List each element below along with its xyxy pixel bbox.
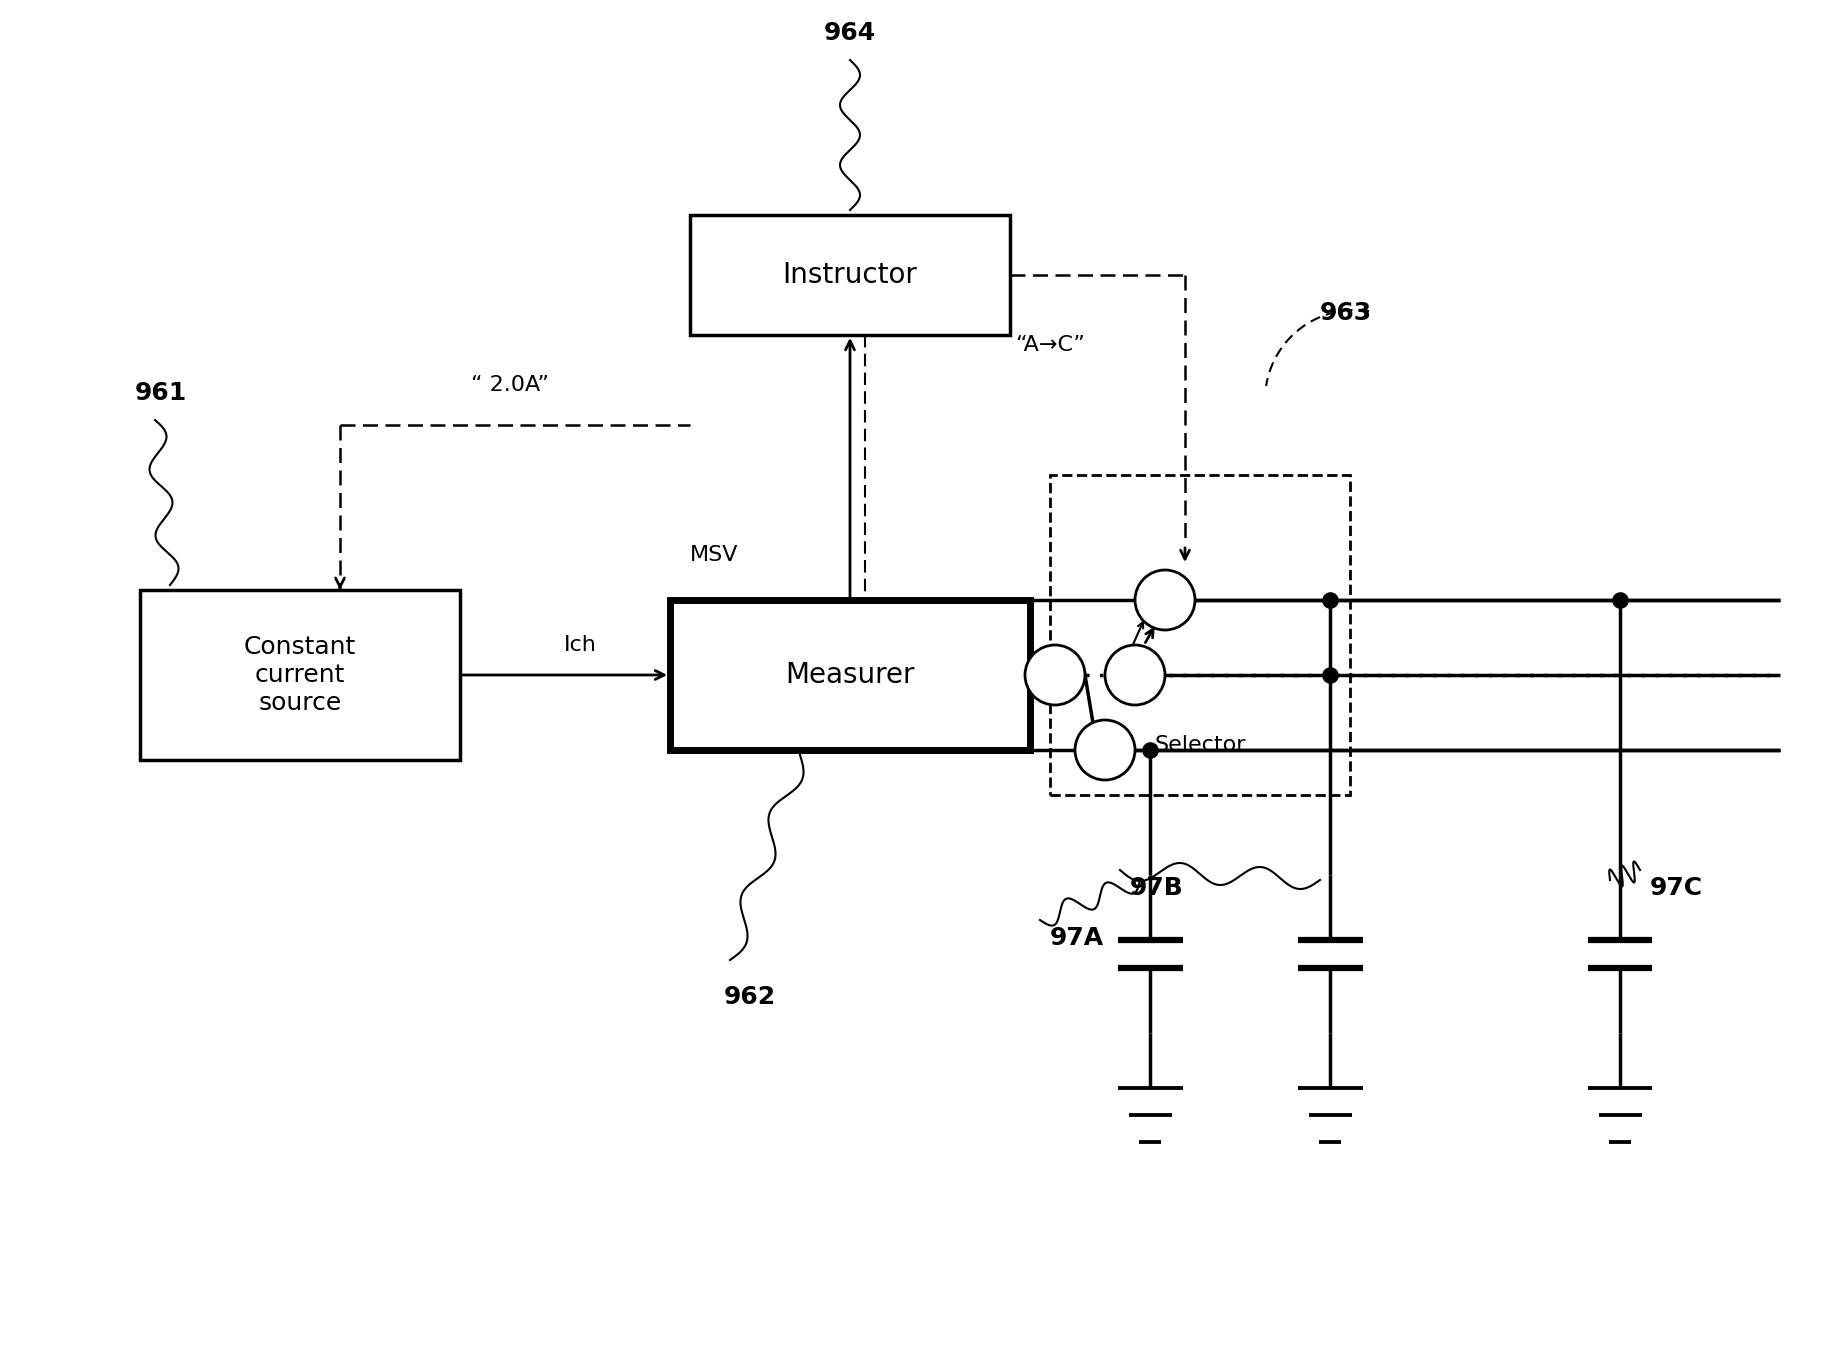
Point bbox=[1135, 740, 1164, 762]
Text: Constant
current
source: Constant current source bbox=[244, 635, 356, 715]
Text: 963: 963 bbox=[1320, 301, 1371, 325]
Text: 97C: 97C bbox=[1651, 875, 1704, 900]
Text: “A→C”: “A→C” bbox=[1015, 335, 1085, 355]
Bar bbox=[1050, 476, 1349, 795]
Text: Measurer: Measurer bbox=[786, 661, 914, 688]
Circle shape bbox=[1076, 720, 1135, 780]
Text: 964: 964 bbox=[824, 20, 876, 45]
Circle shape bbox=[1135, 570, 1195, 630]
Bar bbox=[690, 215, 1010, 335]
Text: 961: 961 bbox=[136, 381, 187, 405]
Text: Instructor: Instructor bbox=[782, 262, 918, 289]
Point bbox=[1605, 589, 1634, 611]
Point bbox=[1315, 589, 1344, 611]
Text: “ 2.0A”: “ 2.0A” bbox=[472, 375, 549, 396]
Point bbox=[1315, 664, 1344, 686]
Circle shape bbox=[1105, 645, 1166, 705]
Bar bbox=[670, 600, 1030, 751]
Text: Ich: Ich bbox=[564, 635, 597, 654]
Text: 97A: 97A bbox=[1050, 925, 1103, 950]
Text: Selector: Selector bbox=[1155, 734, 1247, 755]
Text: 97B: 97B bbox=[1129, 875, 1184, 900]
Bar bbox=[140, 589, 461, 760]
Text: 962: 962 bbox=[723, 985, 777, 1009]
Text: MSV: MSV bbox=[690, 545, 738, 565]
Circle shape bbox=[1024, 645, 1085, 705]
